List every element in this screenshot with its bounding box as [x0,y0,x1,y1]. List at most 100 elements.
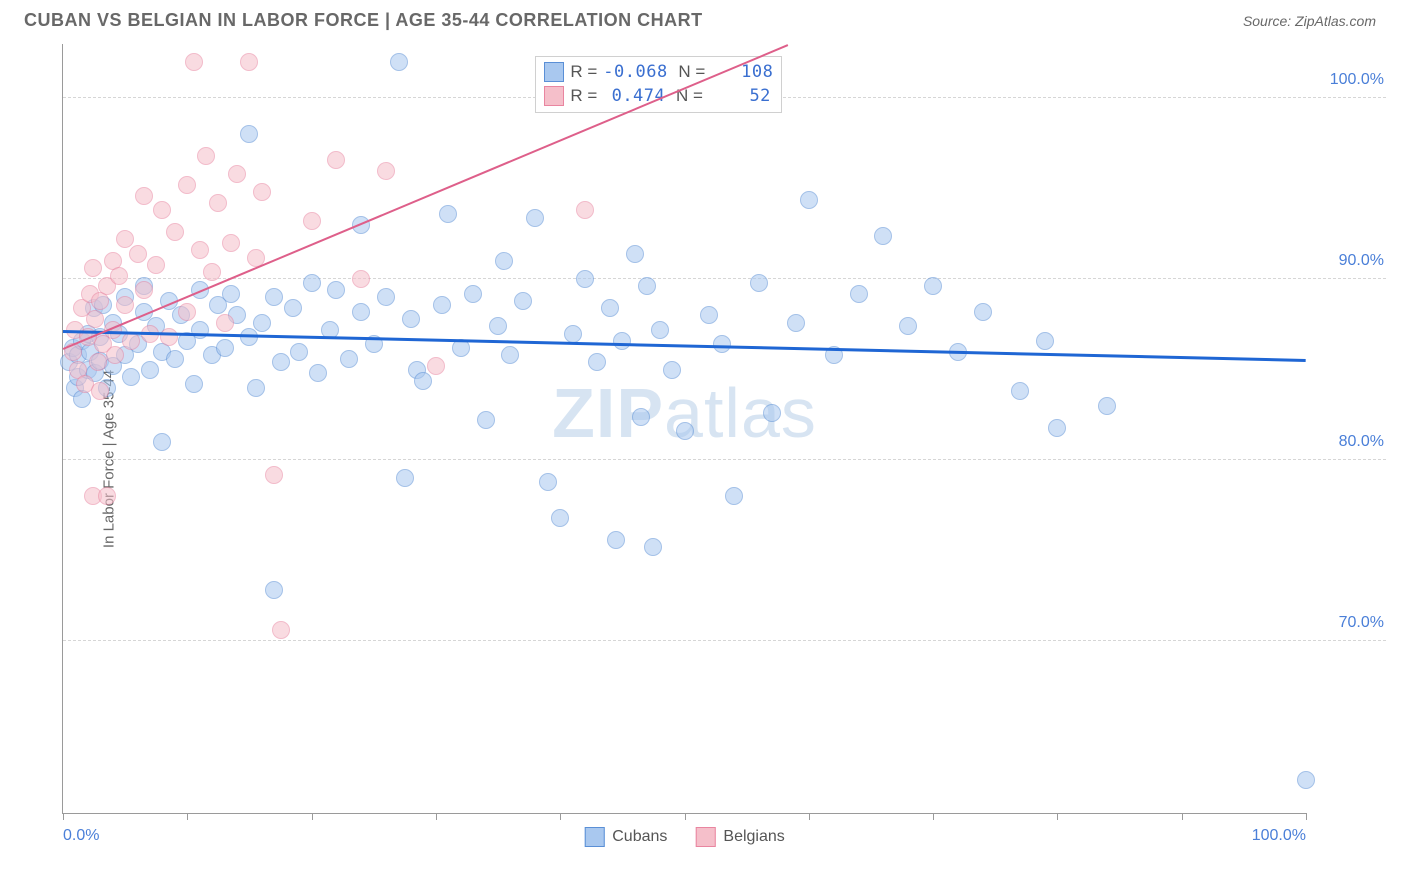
data-point [1036,332,1054,350]
data-point [514,292,532,310]
data-point [84,259,102,277]
data-point [663,361,681,379]
data-point [725,487,743,505]
data-point [850,285,868,303]
data-point [439,205,457,223]
legend-r-label: R = [570,60,597,85]
data-point [129,245,147,263]
data-point [203,263,221,281]
data-point [89,353,107,371]
data-point [197,147,215,165]
data-point [160,328,178,346]
x-tick [187,813,188,820]
data-point [110,267,128,285]
x-tick [1057,813,1058,820]
data-point [106,346,124,364]
x-tick [809,813,810,820]
data-point [874,227,892,245]
data-point [327,151,345,169]
data-point [427,357,445,375]
data-point [763,404,781,422]
y-tick-label: 70.0% [1339,614,1384,632]
legend-swatch [544,86,564,106]
data-point [626,245,644,263]
legend-swatch [584,827,604,847]
x-tick [63,813,64,820]
data-point [390,53,408,71]
data-point [222,234,240,252]
data-point [377,288,395,306]
data-point [290,343,308,361]
data-point [676,422,694,440]
legend-r-label: R = [570,84,597,109]
legend-r-value: 0.474 [603,84,665,109]
data-point [135,281,153,299]
data-point [216,339,234,357]
data-point [651,321,669,339]
data-point [352,270,370,288]
data-point [495,252,513,270]
data-point [352,303,370,321]
chart-title: CUBAN VS BELGIAN IN LABOR FORCE | AGE 35… [24,10,703,31]
x-tick [685,813,686,820]
data-point [396,469,414,487]
data-point [899,317,917,335]
x-tick-label: 0.0% [63,827,99,845]
data-point [240,53,258,71]
data-point [284,299,302,317]
x-tick [436,813,437,820]
data-point [209,194,227,212]
data-point [247,379,265,397]
data-point [539,473,557,491]
data-point [185,53,203,71]
legend-swatch [544,62,564,82]
data-point [750,274,768,292]
data-point [607,531,625,549]
data-point [632,408,650,426]
data-point [340,350,358,368]
data-point [613,332,631,350]
data-point [924,277,942,295]
x-tick [933,813,934,820]
data-point [526,209,544,227]
legend-label: Belgians [723,828,784,846]
gridline-h [63,278,1386,279]
data-point [166,350,184,368]
data-point [191,241,209,259]
data-point [309,364,327,382]
chart-container: In Labor Force | Age 35-44 ZIPatlas 70.0… [24,44,1386,874]
data-point [974,303,992,321]
data-point [489,317,507,335]
data-point [265,288,283,306]
data-point [477,411,495,429]
x-tick [1306,813,1307,820]
data-point [551,509,569,527]
data-point [272,621,290,639]
data-point [216,314,234,332]
data-point [564,325,582,343]
data-point [91,382,109,400]
data-point [638,277,656,295]
data-point [303,274,321,292]
data-point [228,165,246,183]
data-point [116,296,134,314]
stats-legend: R =-0.068 N =108R =0.474 N =52 [535,56,782,113]
data-point [178,303,196,321]
x-tick [560,813,561,820]
data-point [588,353,606,371]
data-point [122,368,140,386]
legend-item: Cubans [584,827,667,847]
data-point [377,162,395,180]
data-point [166,223,184,241]
data-point [601,299,619,317]
legend-swatch [695,827,715,847]
data-point [253,314,271,332]
data-point [576,270,594,288]
data-point [303,212,321,230]
data-point [464,285,482,303]
x-tick [312,813,313,820]
data-point [147,256,165,274]
data-point [576,201,594,219]
legend-item: Belgians [695,827,784,847]
legend-n-value: 52 [709,84,771,109]
